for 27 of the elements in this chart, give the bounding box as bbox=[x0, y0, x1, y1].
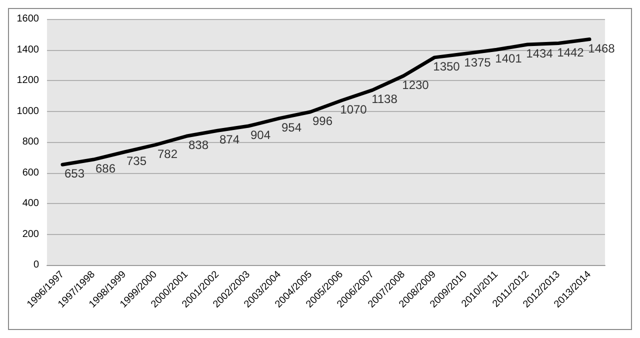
y-tick-label: 600 bbox=[22, 167, 40, 178]
data-label: 1230 bbox=[402, 78, 430, 92]
data-label: 996 bbox=[312, 114, 333, 128]
data-label: 1375 bbox=[464, 56, 492, 70]
data-label: 874 bbox=[219, 132, 240, 147]
y-tick-label: 1600 bbox=[16, 14, 40, 24]
y-tick-label: 0 bbox=[33, 260, 40, 270]
data-label: 686 bbox=[95, 162, 116, 176]
data-label: 1350 bbox=[433, 59, 460, 74]
y-tick-label: 1000 bbox=[16, 106, 40, 117]
y-tick-label: 400 bbox=[22, 198, 40, 209]
y-tick-label: 1200 bbox=[16, 75, 40, 86]
data-label: 954 bbox=[281, 120, 302, 134]
data-label: 735 bbox=[126, 154, 147, 168]
data-label: 1468 bbox=[588, 41, 616, 56]
data-label: 1138 bbox=[372, 92, 398, 106]
data-label: 1401 bbox=[495, 52, 522, 66]
data-label: 838 bbox=[188, 138, 209, 152]
y-tick-label: 200 bbox=[22, 228, 40, 240]
data-label: 1442 bbox=[557, 45, 584, 60]
data-label: 1070 bbox=[340, 102, 368, 116]
data-label: 1434 bbox=[526, 46, 554, 61]
data-label: 904 bbox=[250, 128, 271, 142]
data-label: 653 bbox=[64, 166, 85, 181]
y-tick-label: 1400 bbox=[16, 44, 40, 56]
y-tick-label: 800 bbox=[22, 136, 40, 148]
data-label: 782 bbox=[157, 146, 178, 161]
